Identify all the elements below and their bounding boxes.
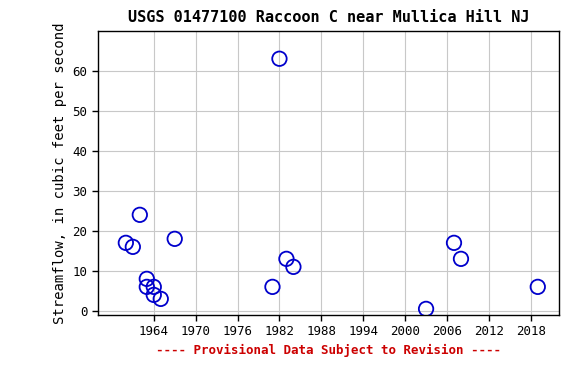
Point: [268, 284, 277, 290]
Point: [128, 244, 138, 250]
Point: [170, 236, 179, 242]
Point: [156, 296, 165, 302]
Point: [533, 284, 543, 290]
Point: [282, 256, 291, 262]
Point: [449, 240, 458, 246]
Title: USGS 01477100 Raccoon C near Mullica Hill NJ: USGS 01477100 Raccoon C near Mullica Hil…: [127, 10, 529, 25]
Point: [142, 284, 151, 290]
Y-axis label: Streamflow, in cubic feet per second: Streamflow, in cubic feet per second: [53, 22, 67, 324]
Point: [422, 306, 431, 312]
Point: [121, 240, 130, 246]
X-axis label: ---- Provisional Data Subject to Revision ----: ---- Provisional Data Subject to Revisio…: [156, 344, 501, 357]
Point: [149, 284, 158, 290]
Point: [149, 292, 158, 298]
Point: [289, 264, 298, 270]
Point: [135, 212, 145, 218]
Point: [275, 56, 284, 62]
Point: [142, 276, 151, 282]
Point: [456, 256, 465, 262]
